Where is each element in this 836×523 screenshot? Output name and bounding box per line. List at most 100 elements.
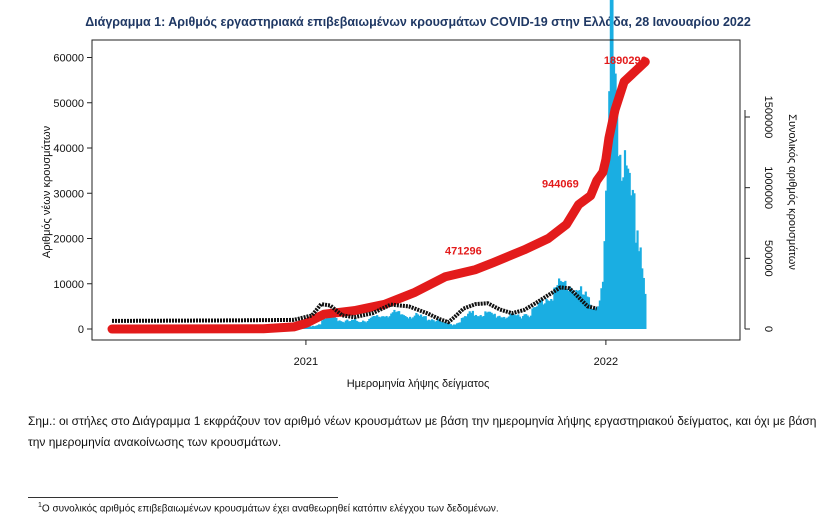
new-cases-bar <box>404 315 407 329</box>
new-cases-bar <box>387 317 390 329</box>
new-cases-bar <box>561 281 564 329</box>
new-cases-bar <box>321 320 324 329</box>
new-cases-bar <box>567 291 570 329</box>
axes: 0 10000 20000 30000 40000 50000 60000 0 500000 10… <box>53 39 774 368</box>
new-cases-bar <box>482 316 485 329</box>
new-cases-bar <box>545 298 548 329</box>
new-cases-bar <box>445 322 448 329</box>
new-cases-bar <box>393 309 396 329</box>
new-cases-bar <box>529 315 532 329</box>
new-cases-bar <box>333 317 336 329</box>
moving-average-line <box>111 285 598 325</box>
new-cases-bar <box>350 319 354 329</box>
cumulative-line-group <box>107 57 650 334</box>
new-cases-bar <box>441 322 445 329</box>
new-cases-bar <box>572 291 575 329</box>
new-cases-bar <box>509 313 512 329</box>
new-cases-bar <box>595 307 598 329</box>
new-cases-bar <box>470 312 473 329</box>
new-cases-bar <box>358 322 362 329</box>
new-cases-bar <box>581 294 584 329</box>
new-cases-bar <box>487 311 490 329</box>
new-cases-bar <box>430 319 434 329</box>
new-cases-bar <box>478 316 481 329</box>
x-axis-label: Ημερομηνία λήψης δείγματος <box>347 378 490 390</box>
new-cases-bar <box>644 293 647 329</box>
covid-cases-chart: 0 10000 20000 30000 40000 50000 60000 0 500000 10… <box>41 0 798 390</box>
new-cases-bar <box>454 324 457 329</box>
new-cases-bar <box>465 316 468 329</box>
new-cases-bar <box>503 316 506 329</box>
new-cases-bar <box>594 307 597 329</box>
new-cases-bar <box>357 321 360 329</box>
new-cases-bar <box>325 315 329 329</box>
new-cases-bar <box>310 326 313 329</box>
new-cases-bar <box>341 321 344 329</box>
new-cases-bar <box>485 312 489 329</box>
new-cases-bar <box>616 107 619 329</box>
new-cases-bar <box>388 316 391 329</box>
y-tick-label: 0 <box>78 324 84 336</box>
new-cases-bar <box>396 311 399 329</box>
new-cases-bar <box>405 317 409 329</box>
new-cases-bar <box>587 297 591 329</box>
new-cases-bar <box>343 322 346 329</box>
new-cases-bar <box>366 320 369 329</box>
new-cases-bar <box>507 316 511 329</box>
new-cases-bar <box>605 190 608 329</box>
new-cases-bar <box>390 313 393 329</box>
y-tick-label: 10000 <box>53 279 84 291</box>
new-cases-bar <box>617 156 620 329</box>
new-cases-bar <box>525 314 528 329</box>
new-cases-bar <box>575 289 578 329</box>
new-cases-bar <box>484 311 487 329</box>
data-labels: 471296 944069 1890296 <box>445 55 647 258</box>
new-cases-bar <box>540 298 543 329</box>
x-tick-label: 2021 <box>294 356 318 368</box>
new-cases-bar <box>620 180 623 329</box>
new-cases-bar <box>608 91 611 329</box>
new-cases-bar <box>598 300 601 329</box>
new-cases-bar <box>374 316 377 329</box>
new-cases-bar <box>564 280 567 329</box>
new-cases-bar <box>410 318 413 329</box>
y-tick-label: 50000 <box>53 98 84 110</box>
new-cases-bar <box>316 325 319 329</box>
new-cases-bar <box>583 294 586 329</box>
new-cases-bar <box>517 314 520 329</box>
new-cases-bar <box>372 315 376 329</box>
new-cases-bar <box>346 319 349 329</box>
new-cases-bar <box>332 316 335 329</box>
new-cases-bar <box>570 289 573 329</box>
new-cases-bar <box>418 315 421 329</box>
new-cases-bar <box>313 326 316 329</box>
new-cases-bar <box>383 316 387 329</box>
new-cases-bar <box>630 195 633 329</box>
y-tick-label: 60000 <box>53 53 84 65</box>
new-cases-bar <box>493 313 496 329</box>
new-cases-bar <box>391 312 394 329</box>
new-cases-bar <box>551 300 554 329</box>
new-cases-bar <box>518 316 521 329</box>
new-cases-bar <box>432 320 435 329</box>
new-cases-bar <box>349 321 352 329</box>
new-cases-bar <box>443 322 446 329</box>
new-cases-bar <box>639 247 642 329</box>
new-cases-bar <box>611 0 614 329</box>
new-cases-bar <box>542 304 545 329</box>
new-cases-bar <box>452 324 456 329</box>
new-cases-bar <box>568 287 572 329</box>
new-cases-bar <box>421 316 424 329</box>
new-cases-bar <box>619 154 622 329</box>
new-cases-bar <box>416 314 420 329</box>
new-cases-bar <box>462 317 465 329</box>
new-cases-bar <box>625 165 628 329</box>
new-cases-bar <box>379 317 382 329</box>
new-cases-bar <box>597 306 600 329</box>
new-cases-bar <box>369 317 372 329</box>
new-cases-bar <box>633 193 636 329</box>
new-cases-bar <box>407 318 410 329</box>
new-cases-bar <box>622 177 625 329</box>
y-tick-label: 40000 <box>53 143 84 155</box>
new-cases-bar <box>573 295 576 329</box>
